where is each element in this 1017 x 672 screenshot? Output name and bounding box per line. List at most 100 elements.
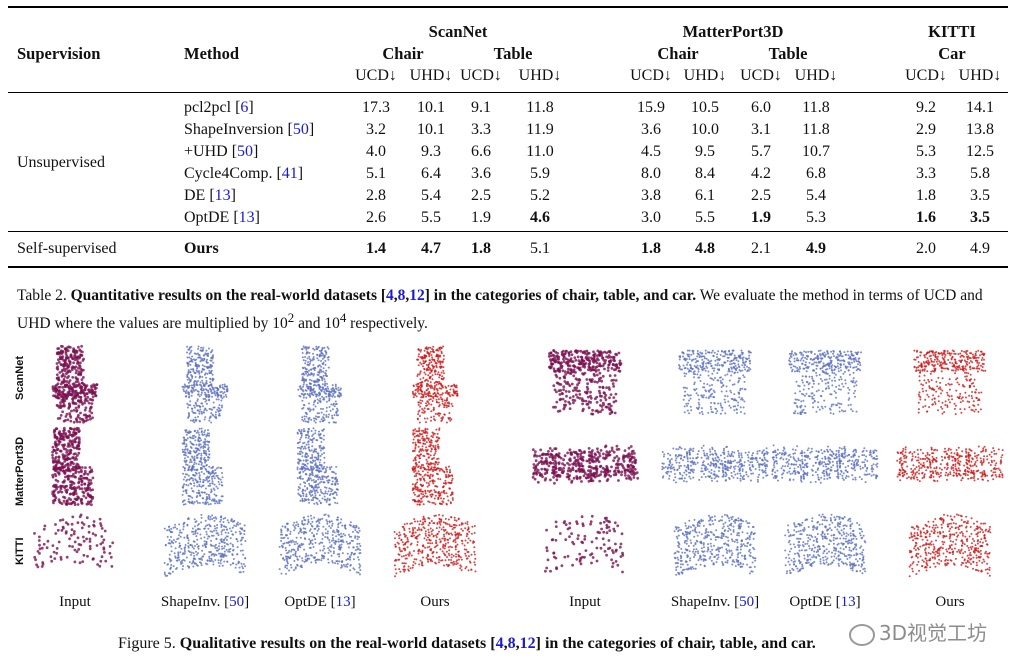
caption-bold: Quantitative results on the real-world d… — [70, 287, 387, 304]
watermark: 3D视觉工坊 — [848, 617, 987, 646]
table-cell: 2.5 — [471, 187, 491, 204]
table-cell: 6.4 — [421, 165, 441, 182]
column-label: Input — [569, 594, 601, 611]
table-caption: Table 2. Quantitative results on the rea… — [17, 287, 983, 333]
table-cell: 9.5 — [695, 143, 715, 160]
table-cell: 10.1 — [417, 121, 445, 138]
method-label: ShapeInversion — [184, 121, 284, 138]
metric-header: UCD↓ — [630, 67, 672, 84]
table-cell: 9.1 — [471, 99, 491, 116]
cite-link[interactable]: 41 — [281, 165, 298, 182]
table-cell: 11.8 — [526, 99, 554, 116]
watermark-text: 3D视觉工坊 — [878, 621, 987, 645]
table-cell: 11.8 — [802, 99, 830, 116]
table-cell: 2.6 — [366, 209, 386, 226]
point-cloud-optde-scannet — [788, 349, 862, 416]
table-cell: 17.3 — [362, 99, 390, 116]
table-cell: 5.3 — [916, 143, 936, 160]
supervision-header: Supervision — [17, 44, 101, 63]
table-cell: 4.7 — [421, 240, 441, 257]
cite-link[interactable]: 8 — [507, 635, 516, 652]
table-header-rule — [8, 92, 1008, 93]
table-cell: 6.8 — [806, 165, 826, 182]
table-cell: 5.7 — [751, 143, 771, 160]
table-top-rule — [8, 6, 1008, 8]
cite-link[interactable]: 12 — [519, 635, 536, 652]
cite-link[interactable]: 50 — [229, 594, 245, 610]
method-name: Cycle4Comp. [41] — [184, 165, 304, 182]
table-cell: 3.8 — [641, 187, 661, 204]
method-label: OptDE — [184, 209, 230, 226]
method-name: ShapeInversion [50] — [184, 121, 315, 138]
point-cloud-ours-kitti — [908, 513, 992, 578]
metric-header: UHD↓ — [958, 67, 1002, 84]
column-label-text: Ours — [935, 594, 965, 610]
point-cloud-shapeinv-matterport3d — [181, 427, 224, 506]
cite-link[interactable]: 13 — [238, 209, 255, 226]
table-cell: 4.6 — [530, 209, 550, 226]
table-cell: 11.0 — [526, 143, 554, 160]
table-cell: 2.9 — [916, 121, 936, 138]
point-cloud-optde-matterport3d — [771, 444, 879, 484]
column-label-text: OptDE [ — [789, 594, 841, 610]
metric-header: UCD↓ — [355, 67, 397, 84]
method-label: Cycle4Comp. — [184, 165, 273, 182]
table-cell: 1.6 — [916, 209, 936, 226]
table-cell: 6.1 — [695, 187, 715, 204]
column-label: OptDE [13] — [284, 594, 356, 610]
table-cell: 3.2 — [366, 121, 386, 138]
cite-link[interactable]: 8 — [397, 287, 406, 304]
row-label-kitti: KITTI — [14, 537, 26, 566]
cite-link[interactable]: 6 — [240, 99, 249, 116]
method-name-ours: Ours — [184, 240, 219, 257]
cite-link[interactable]: 4 — [386, 287, 394, 304]
method-name: pcl2pcl [6] — [184, 99, 254, 116]
method-name: +UHD [50] — [184, 143, 259, 160]
table-cell: 1.9 — [471, 209, 491, 226]
column-label: Input — [59, 594, 91, 611]
cite-link[interactable]: 50 — [739, 594, 755, 610]
column-label: Ours — [935, 594, 964, 611]
caption-sup: 2 — [287, 310, 295, 325]
selfsupervised-label: Self-supervised — [17, 240, 117, 257]
row-label-scannet: ScanNet — [14, 355, 26, 400]
table-cell: 5.4 — [421, 187, 441, 204]
metric-header: UHD↓ — [683, 67, 727, 84]
table-cell: 4.9 — [806, 240, 826, 257]
table-cell: 4.9 — [970, 240, 990, 257]
cite-link[interactable]: 13 — [214, 187, 231, 204]
method-label: pcl2pcl — [184, 99, 232, 116]
cite-link[interactable]: 12 — [409, 287, 425, 304]
point-cloud-ours-scannet — [913, 349, 987, 416]
cite-link[interactable]: 4 — [495, 635, 504, 652]
column-label: OptDE [13] — [789, 594, 861, 610]
cite-link[interactable]: 13 — [335, 594, 351, 610]
metric-header: UCD↓ — [905, 67, 947, 84]
group-matterport: MatterPort3D — [682, 22, 784, 41]
point-cloud-ours-kitti — [393, 513, 477, 578]
table-cell: 3.0 — [641, 209, 661, 226]
table-cell: 5.1 — [366, 165, 386, 182]
sub-car-kitti: Car — [938, 44, 966, 63]
method-name: OptDE [13] — [184, 209, 260, 226]
column-label-text: Input — [569, 594, 601, 610]
table-cell: 13.8 — [966, 121, 994, 138]
group-scannet: ScanNet — [428, 22, 488, 41]
point-cloud-shapeinv-matterport3d — [661, 444, 769, 484]
table-cell: 1.8 — [641, 240, 661, 257]
cite-link[interactable]: 50 — [292, 121, 309, 138]
point-cloud-input-matterport3d — [51, 426, 95, 507]
point-cloud-shapeinv-scannet — [181, 345, 229, 424]
cite-link[interactable]: 50 — [237, 143, 254, 160]
table-cell: 12.5 — [966, 143, 994, 160]
cite-link[interactable]: 13 — [840, 594, 856, 610]
wechat-logo-icon — [848, 623, 875, 646]
metric-header: UCD↓ — [740, 67, 782, 84]
point-cloud-input-kitti — [544, 514, 625, 574]
table-cell: 4.5 — [641, 143, 661, 160]
table-cell: 5.2 — [530, 187, 550, 204]
point-cloud-input-scannet — [547, 349, 623, 416]
figure-caption-tail: ] in the categories of chair, table, and… — [535, 635, 816, 652]
method-name: DE [13] — [184, 187, 236, 204]
table-cell: 2.1 — [751, 240, 771, 257]
